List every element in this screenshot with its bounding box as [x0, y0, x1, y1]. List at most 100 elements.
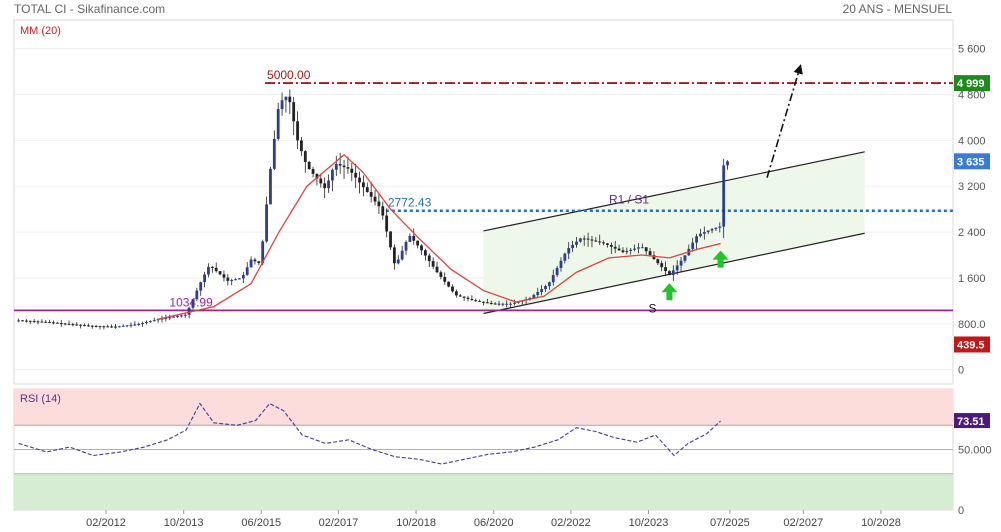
candle-body: [222, 274, 226, 278]
candle-body: [83, 325, 86, 327]
price-axis-tick-label: 4 800: [958, 90, 986, 102]
candle-body: [98, 326, 102, 328]
candle-body: [505, 303, 509, 305]
candle-body: [656, 259, 660, 264]
candle-body: [590, 239, 594, 241]
candle-body: [497, 303, 501, 305]
price-axis-tick-label: 5 600: [958, 44, 986, 56]
candle-body: [598, 241, 602, 243]
price-axis-tick-label: 0: [958, 365, 964, 377]
candle-body: [172, 316, 175, 318]
rsi-label: RSI (14): [20, 393, 61, 405]
candle-body: [245, 267, 249, 275]
candle-body: [358, 177, 361, 183]
candle-body: [606, 243, 609, 245]
candle-body: [513, 302, 516, 304]
candle-body: [435, 266, 439, 273]
candle-body: [671, 270, 675, 276]
candle-body: [555, 267, 559, 276]
moving-average-line: [157, 153, 721, 320]
price-badge-2: [954, 336, 990, 353]
candle-body: [640, 247, 644, 249]
candle-body: [454, 291, 458, 296]
channel-upper-line: [483, 151, 865, 232]
candle-body: [253, 259, 257, 262]
candle-body: [354, 172, 358, 178]
candle-body: [338, 163, 342, 166]
time-axis-tick-label: 10/2023: [629, 517, 669, 529]
price-badge-0: [954, 75, 990, 92]
candle-body: [427, 255, 431, 262]
chart-period-label: 20 ANS - MENSUEL: [842, 2, 952, 16]
candle-body: [44, 321, 48, 323]
candle-body: [249, 259, 253, 268]
rsi-axis-tick-label: 0: [958, 505, 964, 517]
candle-body: [660, 263, 664, 268]
candle-body: [586, 238, 590, 240]
price-axis-tick-label: 2 400: [958, 227, 986, 239]
trend-channel-fill: [483, 151, 865, 314]
level-label-2: 1034.99: [169, 295, 213, 309]
candle-body: [32, 321, 36, 323]
candle-body: [17, 320, 21, 322]
candle-body: [652, 255, 656, 260]
candle-body: [307, 161, 311, 170]
chart-source-title: TOTAL CI - Sikafinance.com: [14, 2, 166, 16]
candle-body: [540, 289, 544, 293]
moving-average-label: MM (20): [20, 25, 61, 37]
candle-body: [129, 324, 133, 326]
level-label-1: 2772.43: [388, 196, 432, 210]
candle-body: [102, 326, 106, 328]
candle-body: [40, 321, 44, 323]
candle-body: [350, 168, 354, 173]
candle-body: [90, 325, 94, 327]
candle-body: [36, 321, 40, 323]
candle-body: [75, 324, 79, 326]
candle-body: [24, 320, 28, 322]
candle-body: [315, 173, 319, 179]
candle-body: [176, 316, 179, 318]
rsi-oversold-zone: [14, 473, 953, 510]
rsi-axis-tick-label: 50.000: [958, 445, 992, 457]
candle-body: [702, 232, 706, 234]
candle-body: [55, 322, 59, 324]
time-axis-tick-label: 06/2015: [241, 517, 281, 529]
candle-body: [637, 247, 640, 249]
rsi-overbought-zone: [14, 389, 953, 426]
annotation-s: S: [649, 301, 657, 315]
time-axis-tick-label: 10/2028: [861, 517, 901, 529]
candle-body: [466, 297, 470, 299]
candle-body: [547, 282, 551, 287]
level-label-0: 5000.00: [267, 68, 311, 82]
candle-body: [578, 238, 582, 242]
projection-arrow: [766, 64, 803, 178]
candle-body: [644, 247, 648, 252]
candle-body: [218, 271, 222, 275]
candle-body: [183, 314, 187, 316]
candle-body: [117, 326, 121, 328]
candle-body: [319, 178, 323, 184]
candle-body: [404, 241, 408, 251]
candle-body: [451, 286, 454, 292]
candle-body: [474, 300, 478, 302]
candle-body: [303, 151, 307, 162]
candle-body: [722, 165, 726, 227]
candle-body: [110, 326, 114, 328]
candle-body: [145, 322, 148, 324]
candle-body: [551, 275, 555, 283]
candle-body: [106, 326, 110, 328]
time-axis-tick-label: 10/2013: [164, 517, 204, 529]
candle-body: [261, 241, 265, 263]
candle-body: [664, 267, 667, 272]
candle-body: [458, 295, 462, 297]
candle-body: [385, 215, 389, 232]
candle-body: [563, 253, 567, 261]
candle-body: [311, 169, 315, 174]
candle-body: [52, 322, 55, 324]
candle-body: [714, 227, 718, 229]
candlestick-series: [17, 89, 729, 330]
candle-body: [323, 183, 327, 189]
candle-body: [373, 196, 377, 202]
candle-body: [582, 238, 586, 240]
